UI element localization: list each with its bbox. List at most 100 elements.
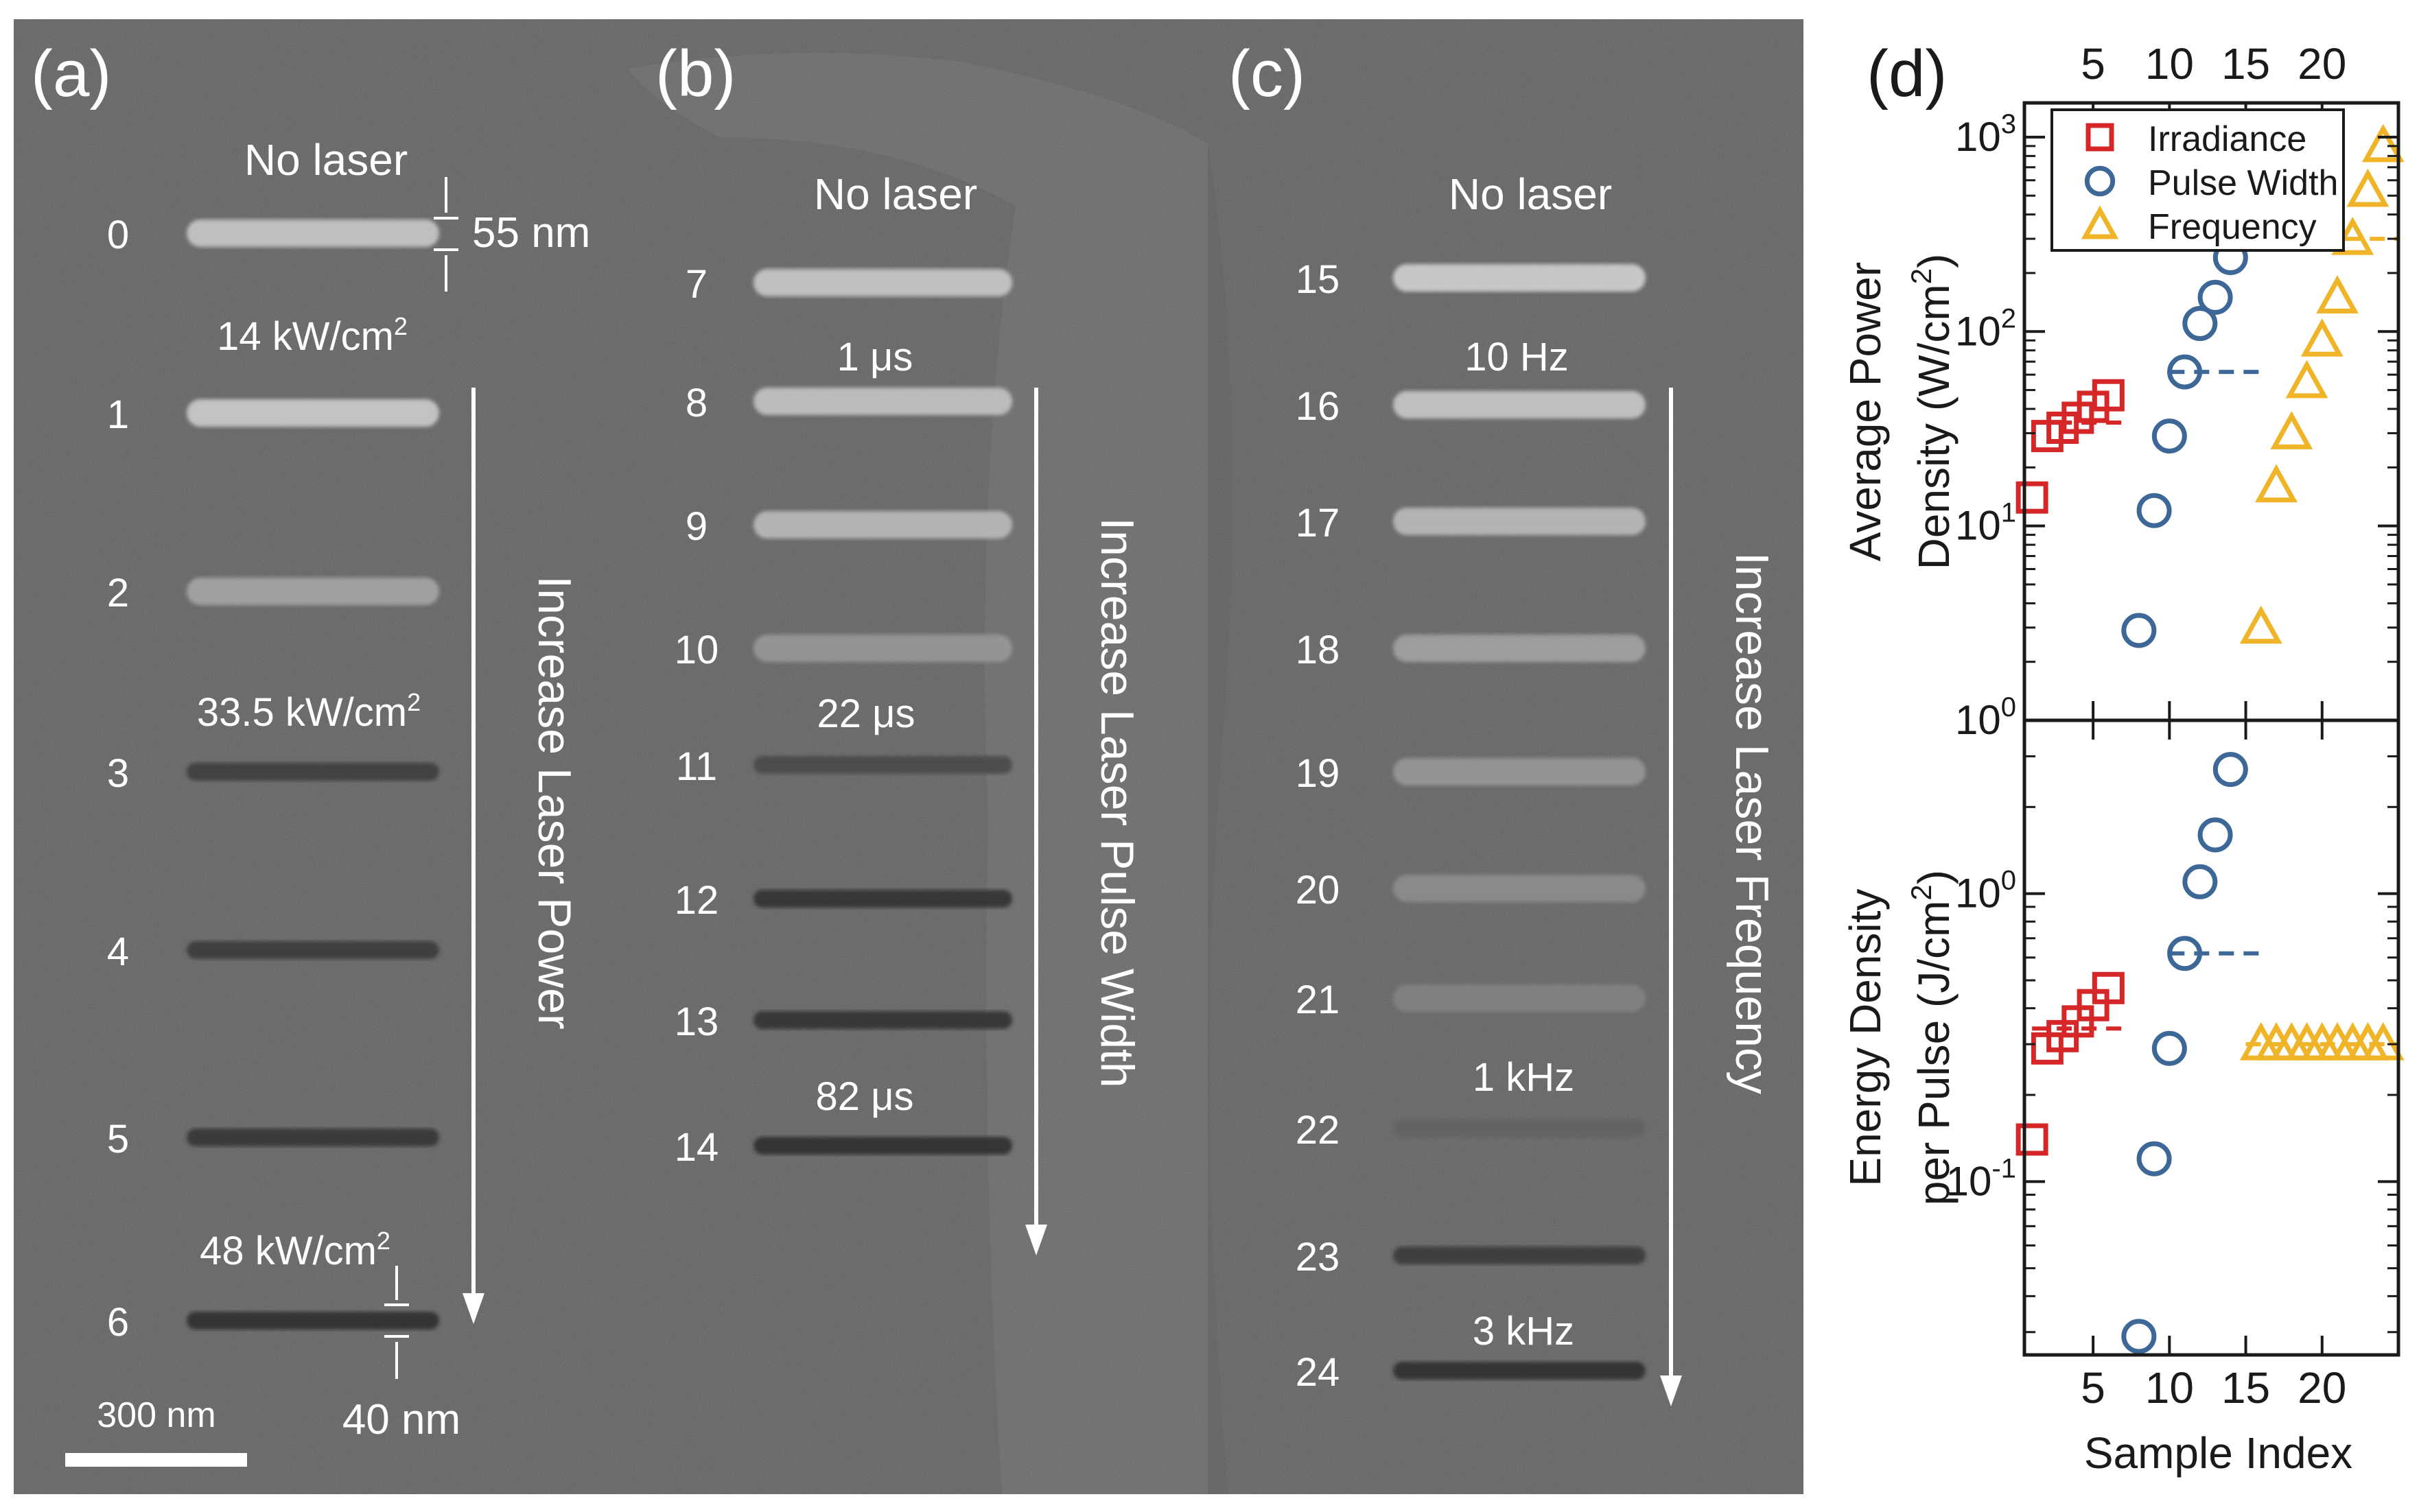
- line-index: 16: [1296, 384, 1340, 429]
- y-tick-exp: 3: [2001, 109, 2016, 139]
- nanowire-line: [1393, 1247, 1646, 1264]
- line-index: 2: [107, 571, 129, 615]
- line-index: 20: [1296, 868, 1340, 912]
- line-index: 19: [1296, 751, 1340, 796]
- line-index: 15: [1296, 257, 1340, 302]
- nanowire-line: [187, 941, 439, 959]
- panel-label: (b): [655, 37, 736, 110]
- line-annotation-base: 1 μs: [837, 335, 913, 379]
- x-axis-label: Sample Index: [2084, 1428, 2352, 1478]
- scale-bar-label: 300 nm: [97, 1395, 215, 1435]
- data-point: [2121, 1319, 2157, 1354]
- data-point: [2092, 971, 2125, 1004]
- x-tick-label-bottom: 15: [2221, 1363, 2270, 1413]
- data-point: [2316, 275, 2359, 314]
- sem-divider-left: [0, 19, 14, 1494]
- x-tick-label-top: 5: [2081, 39, 2105, 88]
- x-tick-label-top: 20: [2298, 39, 2346, 88]
- y-axis-label-text: Density (W/cm: [1909, 284, 1959, 569]
- nanowire-line: [187, 399, 439, 427]
- arrow-label: Increase Laser Frequency: [1726, 552, 1778, 1094]
- line-annotation-base: 1 kHz: [1473, 1055, 1574, 1100]
- data-point: [2084, 165, 2116, 197]
- line-index: 6: [107, 1300, 129, 1345]
- data-point: [2255, 464, 2298, 503]
- x-tick-label-top: 15: [2221, 39, 2270, 88]
- nanowire-line: [187, 763, 439, 781]
- increase-arrow-head: [1660, 1375, 1682, 1406]
- line-annotation: 3 kHz: [1473, 1309, 1574, 1354]
- sem-panel-c: (c) No laser 15 16 17 18 19 20 21 22 23 24 10 Hz 1 kH…: [1228, 37, 1778, 1406]
- line-index: 11: [676, 744, 717, 789]
- data-point: [2121, 613, 2157, 648]
- line-index: 9: [686, 504, 708, 549]
- nanowire-line: [1393, 1362, 1646, 1380]
- nanowire-line: [753, 269, 1012, 296]
- line-annotation: 82 μs: [815, 1074, 913, 1119]
- line-index: 8: [686, 381, 708, 425]
- data-point: [2015, 481, 2048, 514]
- line-annotation-sup: 2: [394, 312, 408, 340]
- increase-arrow-head: [1025, 1225, 1047, 1255]
- dimension-top-label: 55 nm: [472, 209, 590, 257]
- data-point: [2270, 411, 2313, 449]
- data-point: [2197, 279, 2233, 315]
- y-axis-label-close: ): [1909, 870, 1959, 884]
- data-point: [2197, 817, 2233, 853]
- series-irradiance: [2015, 379, 2125, 514]
- y-axis-label-sup: 2: [1905, 884, 1937, 900]
- nanowire-line: [753, 1011, 1012, 1029]
- line-annotation-base: 22 μs: [817, 692, 915, 736]
- data-point: [2346, 168, 2389, 207]
- scale-bar: [65, 1453, 247, 1467]
- data-point: [2151, 418, 2187, 454]
- x-tick-label-bottom: 20: [2298, 1363, 2346, 1413]
- nanowire-line: [753, 1137, 1012, 1155]
- y-tick-exp: 0: [2001, 866, 2016, 896]
- legend-entry: Irradiance: [2148, 119, 2306, 159]
- line-annotation-sup: 2: [407, 688, 421, 716]
- line-annotation: 1 kHz: [1473, 1055, 1574, 1100]
- nanowire-line: [187, 1129, 439, 1146]
- line-index: 1: [107, 392, 129, 437]
- line-annotation: 10 Hz: [1464, 335, 1569, 379]
- panel-label: (d): [1867, 37, 1947, 110]
- line-index: 17: [1296, 501, 1340, 545]
- nanowire-line: [187, 220, 439, 247]
- data-point: [2167, 354, 2203, 390]
- data-point: [2092, 379, 2125, 412]
- line-index: 14: [675, 1125, 719, 1170]
- line-annotation-base: 3 kHz: [1473, 1309, 1574, 1354]
- y-tick-label: 100: [1955, 866, 2016, 917]
- legend-frame: [2050, 108, 2345, 252]
- increase-arrow-head: [463, 1293, 484, 1324]
- data-point: [2300, 318, 2344, 357]
- nanowire-line: [1393, 635, 1646, 662]
- series-pulse-width: [2121, 240, 2248, 648]
- data-point: [2361, 1021, 2405, 1061]
- dimension-top: 55 nm: [434, 177, 590, 292]
- y-tick-base: 10: [1955, 503, 2001, 549]
- data-point: [2015, 1123, 2048, 1156]
- series-irradiance: [2015, 971, 2125, 1156]
- y-axis-label-line2: per Pulse (J/cm2): [1905, 870, 1959, 1205]
- nanowire-line: [1393, 391, 1646, 418]
- line-index: 18: [1296, 628, 1340, 672]
- series-pulse-width: [2121, 752, 2248, 1354]
- line-index: 13: [675, 1000, 719, 1044]
- line-annotation: 14 kW/cm2: [217, 312, 408, 359]
- data-point: [2239, 605, 2282, 644]
- nanowire-line: [753, 635, 1012, 662]
- data-point: [2151, 1030, 2187, 1066]
- panel-label: (c): [1228, 37, 1305, 110]
- x-tick-label-top: 10: [2145, 39, 2194, 88]
- y-tick-base: 10: [1955, 114, 2001, 160]
- nanowire-line: [1393, 984, 1646, 1012]
- nanowire-line: [1393, 264, 1646, 292]
- line-annotation-base: 33.5 kW/cm: [197, 690, 407, 735]
